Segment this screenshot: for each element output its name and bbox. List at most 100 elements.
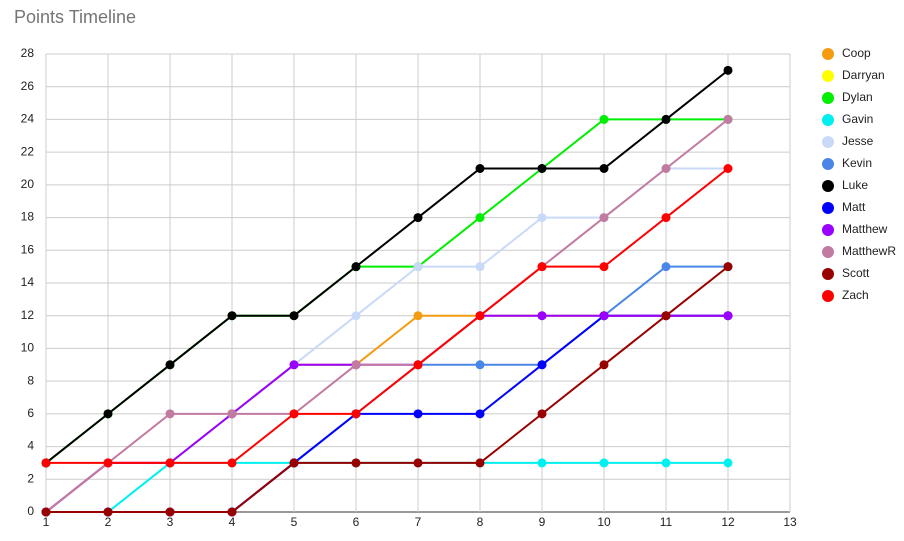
data-point <box>475 409 485 419</box>
x-tick-label: 11 <box>660 515 673 529</box>
data-point <box>413 458 423 468</box>
data-point <box>599 114 609 124</box>
data-point <box>723 262 733 272</box>
legend-swatch <box>822 202 834 214</box>
data-point <box>537 164 547 173</box>
legend-swatch <box>822 92 834 104</box>
series-line <box>45 118 729 513</box>
legend-swatch <box>822 290 834 302</box>
series-line <box>46 265 729 513</box>
data-point <box>351 458 361 468</box>
data-point <box>475 458 485 468</box>
data-point <box>723 65 733 75</box>
data-point <box>413 213 423 223</box>
data-point <box>599 213 609 223</box>
data-point <box>475 213 485 223</box>
data-point <box>661 458 671 468</box>
y-tick-label: 26 <box>21 79 35 93</box>
data-point <box>351 409 361 419</box>
y-tick-label: 12 <box>21 308 35 322</box>
legend-label: MatthewR <box>842 244 896 258</box>
legend-label: Matthew <box>842 222 888 236</box>
data-point <box>723 114 733 124</box>
data-point <box>599 262 609 272</box>
x-tick-label: 4 <box>229 515 236 529</box>
chart-title: Points Timeline <box>14 7 136 27</box>
y-tick-label: 2 <box>27 471 34 485</box>
data-point <box>661 262 671 272</box>
x-tick-label: 7 <box>415 515 422 529</box>
x-tick-label: 6 <box>353 515 360 529</box>
legend-label: Darryan <box>842 68 885 82</box>
data-point <box>351 360 361 370</box>
legend-label: Zach <box>842 288 869 302</box>
data-point <box>227 409 237 419</box>
legend-swatch <box>822 114 834 126</box>
y-tick-label: 6 <box>27 406 34 420</box>
data-point <box>227 311 237 321</box>
data-point <box>537 213 547 223</box>
legend-swatch <box>822 224 834 236</box>
legend-swatch <box>822 136 834 148</box>
legend-swatch <box>822 180 834 192</box>
x-tick-label: 13 <box>783 515 797 529</box>
data-point <box>413 311 423 321</box>
data-point <box>661 164 671 173</box>
x-tick-label: 9 <box>539 515 546 529</box>
data-point <box>165 507 175 517</box>
legend-label: Coop <box>842 46 871 60</box>
x-tick-label: 1 <box>43 515 50 529</box>
x-tick-label: 12 <box>721 515 735 529</box>
data-point <box>537 311 547 321</box>
data-point <box>165 458 175 468</box>
x-tick-label: 3 <box>167 515 174 529</box>
data-point <box>475 311 485 321</box>
data-point <box>165 360 175 370</box>
data-point <box>413 262 423 272</box>
legend-label: Matt <box>842 200 866 214</box>
y-tick-label: 22 <box>21 144 35 158</box>
data-point <box>289 409 299 419</box>
data-point <box>661 213 671 223</box>
data-point <box>599 458 609 468</box>
legend-swatch <box>822 48 834 60</box>
data-point <box>661 114 671 124</box>
y-tick-label: 16 <box>21 242 35 256</box>
legend-label: Gavin <box>842 112 873 126</box>
legend-swatch <box>822 268 834 280</box>
data-point <box>723 458 733 468</box>
data-point <box>227 458 237 468</box>
data-point <box>661 311 671 321</box>
legend-swatch <box>822 246 834 258</box>
data-point <box>723 311 733 321</box>
legend-label: Jesse <box>842 134 874 148</box>
data-point <box>475 360 485 370</box>
series-line <box>46 167 729 464</box>
data-point <box>537 409 547 419</box>
data-point <box>413 360 423 370</box>
data-point <box>599 164 609 173</box>
data-point <box>103 507 113 517</box>
y-tick-label: 28 <box>21 46 35 60</box>
y-tick-label: 4 <box>27 439 34 453</box>
legend-label: Kevin <box>842 156 872 170</box>
legend-label: Luke <box>842 178 868 192</box>
legend-swatch <box>822 158 834 170</box>
data-point <box>41 458 51 468</box>
data-point <box>351 311 361 321</box>
y-tick-label: 24 <box>21 112 35 126</box>
x-tick-label: 5 <box>291 515 298 529</box>
legend-label: Dylan <box>842 90 873 104</box>
series-line <box>45 69 729 464</box>
y-tick-label: 0 <box>27 504 34 518</box>
data-point <box>723 164 733 173</box>
data-point <box>413 409 423 419</box>
data-point <box>599 360 609 370</box>
x-tick-label: 2 <box>105 515 112 529</box>
y-tick-label: 20 <box>21 177 35 191</box>
data-point <box>537 458 547 468</box>
data-point <box>289 360 299 370</box>
data-point <box>165 409 175 419</box>
y-tick-label: 14 <box>21 275 35 289</box>
